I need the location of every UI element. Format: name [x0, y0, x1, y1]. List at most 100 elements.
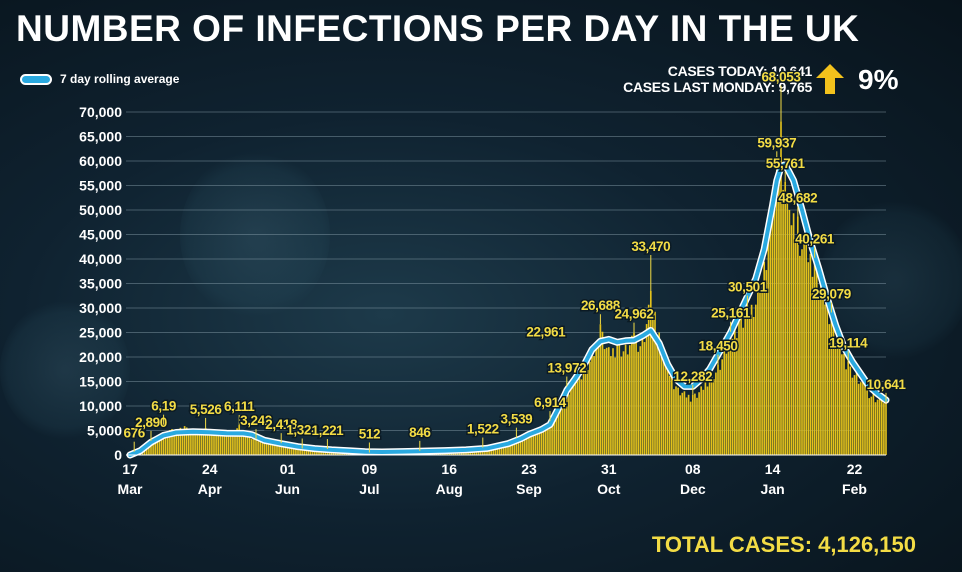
daily-bar — [811, 276, 814, 455]
data-label: 1,326 — [286, 423, 319, 438]
daily-bar — [832, 320, 835, 455]
y-tick-label: 10,000 — [79, 398, 122, 414]
daily-bar — [187, 431, 190, 455]
daily-bar — [794, 238, 797, 455]
daily-bar — [253, 439, 255, 455]
daily-bar — [849, 366, 852, 455]
daily-bar — [775, 161, 778, 455]
daily-bar — [563, 397, 566, 455]
change-percentage: 9% — [858, 64, 899, 95]
x-tick-day: 31 — [601, 461, 617, 477]
data-label: 2,418 — [265, 417, 298, 432]
daily-bar — [778, 167, 780, 456]
daily-bar — [700, 386, 703, 455]
daily-bar — [859, 382, 862, 455]
cases-last-monday: CASES LAST MONDAY: 9,765 — [623, 79, 812, 95]
daily-bar — [796, 216, 799, 455]
data-label: 29,079 — [812, 287, 851, 302]
daily-bar — [607, 347, 610, 455]
daily-bar — [549, 421, 551, 455]
daily-bar — [649, 290, 652, 455]
daily-bar — [799, 255, 801, 455]
x-tick-month: Jun — [275, 481, 300, 497]
daily-bar — [708, 371, 711, 455]
data-label: 2,890 — [135, 415, 167, 430]
daily-bar — [301, 448, 304, 455]
daily-bar — [805, 244, 808, 455]
daily-bar — [194, 432, 196, 455]
daily-bar — [841, 354, 843, 455]
daily-bar — [622, 351, 625, 455]
total-cases: TOTAL CASES: 4,126,150 — [651, 532, 916, 557]
daily-bar — [238, 425, 241, 455]
daily-bar — [156, 437, 159, 455]
daily-bar — [706, 386, 709, 455]
data-label: 40,261 — [795, 232, 835, 247]
daily-bar — [698, 392, 700, 455]
virus-decoration — [0, 300, 130, 440]
y-tick-label: 55,000 — [79, 178, 122, 194]
y-tick-label: 45,000 — [79, 227, 122, 243]
data-label: 25,161 — [711, 306, 751, 321]
daily-bar — [225, 432, 228, 455]
daily-bar — [496, 444, 499, 455]
up-arrow-icon — [816, 64, 844, 94]
daily-bar — [542, 426, 545, 455]
bar-layer — [129, 121, 887, 456]
cases-today: CASES TODAY: 10,641 — [667, 63, 813, 79]
data-label: 5,526 — [190, 402, 223, 417]
daily-bar — [597, 347, 600, 455]
daily-bar — [274, 444, 276, 455]
daily-bar — [757, 291, 759, 455]
x-tick-month: Feb — [842, 481, 867, 497]
daily-bar — [578, 374, 581, 455]
daily-bar — [843, 353, 845, 455]
daily-bar — [154, 439, 157, 455]
daily-bar — [826, 302, 829, 455]
daily-bar — [267, 441, 270, 455]
daily-bar — [215, 430, 217, 455]
daily-bar — [712, 379, 715, 455]
daily-bar — [586, 369, 589, 455]
daily-bar — [656, 335, 658, 455]
y-tick-label: 0 — [114, 447, 122, 463]
daily-bar — [286, 446, 289, 455]
daily-bar — [784, 181, 787, 455]
data-label: 10,641 — [867, 377, 907, 392]
daily-bar — [530, 433, 532, 455]
data-label: 6,19 — [151, 399, 176, 414]
daily-bar — [673, 389, 675, 455]
daily-bar — [565, 386, 568, 455]
daily-bar — [767, 234, 770, 455]
data-label: 30,501 — [728, 280, 768, 295]
x-tick-day: 16 — [441, 461, 457, 477]
daily-bar — [185, 427, 188, 455]
daily-bar — [171, 429, 173, 455]
daily-bar — [561, 396, 564, 455]
daily-bar — [876, 399, 879, 455]
data-label: 1,522 — [467, 422, 499, 437]
daily-bar — [834, 339, 837, 455]
data-label: 512 — [359, 426, 380, 441]
daily-bar — [528, 432, 530, 455]
daily-bar — [631, 335, 633, 455]
daily-bar — [838, 337, 841, 455]
data-label: 26,688 — [581, 298, 621, 313]
daily-bar — [612, 348, 614, 455]
daily-bar — [179, 427, 182, 455]
daily-bar — [532, 431, 535, 455]
daily-bar — [752, 316, 755, 455]
daily-bar — [200, 430, 203, 455]
y-tick-label: 70,000 — [79, 104, 122, 120]
daily-bar — [232, 430, 234, 455]
x-tick-month: Jan — [761, 481, 785, 497]
data-label: 68,053 — [762, 70, 802, 85]
x-tick-month: Apr — [198, 481, 223, 497]
daily-bar — [765, 270, 768, 455]
data-label: 3,539 — [501, 412, 533, 427]
daily-bar — [555, 413, 558, 455]
daily-bar — [803, 243, 805, 455]
daily-bar — [679, 395, 682, 455]
